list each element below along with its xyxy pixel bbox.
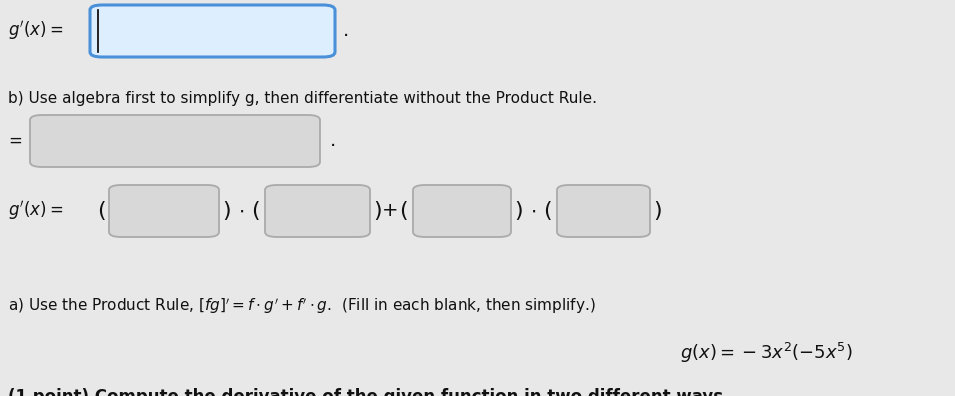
Text: $\cdot$: $\cdot$ [238, 202, 244, 221]
Text: ): ) [373, 201, 382, 221]
FancyBboxPatch shape [413, 185, 511, 237]
Text: $g'(x)=$: $g'(x)=$ [8, 19, 63, 42]
Text: (1 point) Compute the derivative of the given function in two different ways.: (1 point) Compute the derivative of the … [8, 388, 730, 396]
Text: a) Use the Product Rule, $[fg]' = f \cdot g' + f' \cdot g$.  (Fill in each blank: a) Use the Product Rule, $[fg]' = f \cdo… [8, 296, 596, 316]
FancyBboxPatch shape [265, 185, 370, 237]
Text: .: . [330, 131, 336, 150]
Text: $g(x) = -3x^{2}(-5x^{5})$: $g(x) = -3x^{2}(-5x^{5})$ [680, 341, 853, 365]
FancyBboxPatch shape [30, 115, 320, 167]
FancyBboxPatch shape [90, 5, 335, 57]
FancyBboxPatch shape [557, 185, 650, 237]
Text: b) Use algebra first to simplify g, then differentiate without the Product Rule.: b) Use algebra first to simplify g, then… [8, 91, 597, 106]
Text: $g'(x)=$: $g'(x)=$ [8, 200, 63, 223]
Text: ): ) [515, 201, 523, 221]
Text: +: + [382, 202, 398, 221]
Text: (: ( [250, 201, 260, 221]
Text: .: . [343, 21, 350, 40]
Text: $\cdot$: $\cdot$ [530, 202, 536, 221]
Text: (: ( [96, 201, 105, 221]
Text: (: ( [398, 201, 408, 221]
Text: (: ( [542, 201, 551, 221]
Text: ): ) [653, 201, 663, 221]
Text: =: = [8, 132, 22, 150]
Text: ): ) [223, 201, 231, 221]
FancyBboxPatch shape [109, 185, 219, 237]
